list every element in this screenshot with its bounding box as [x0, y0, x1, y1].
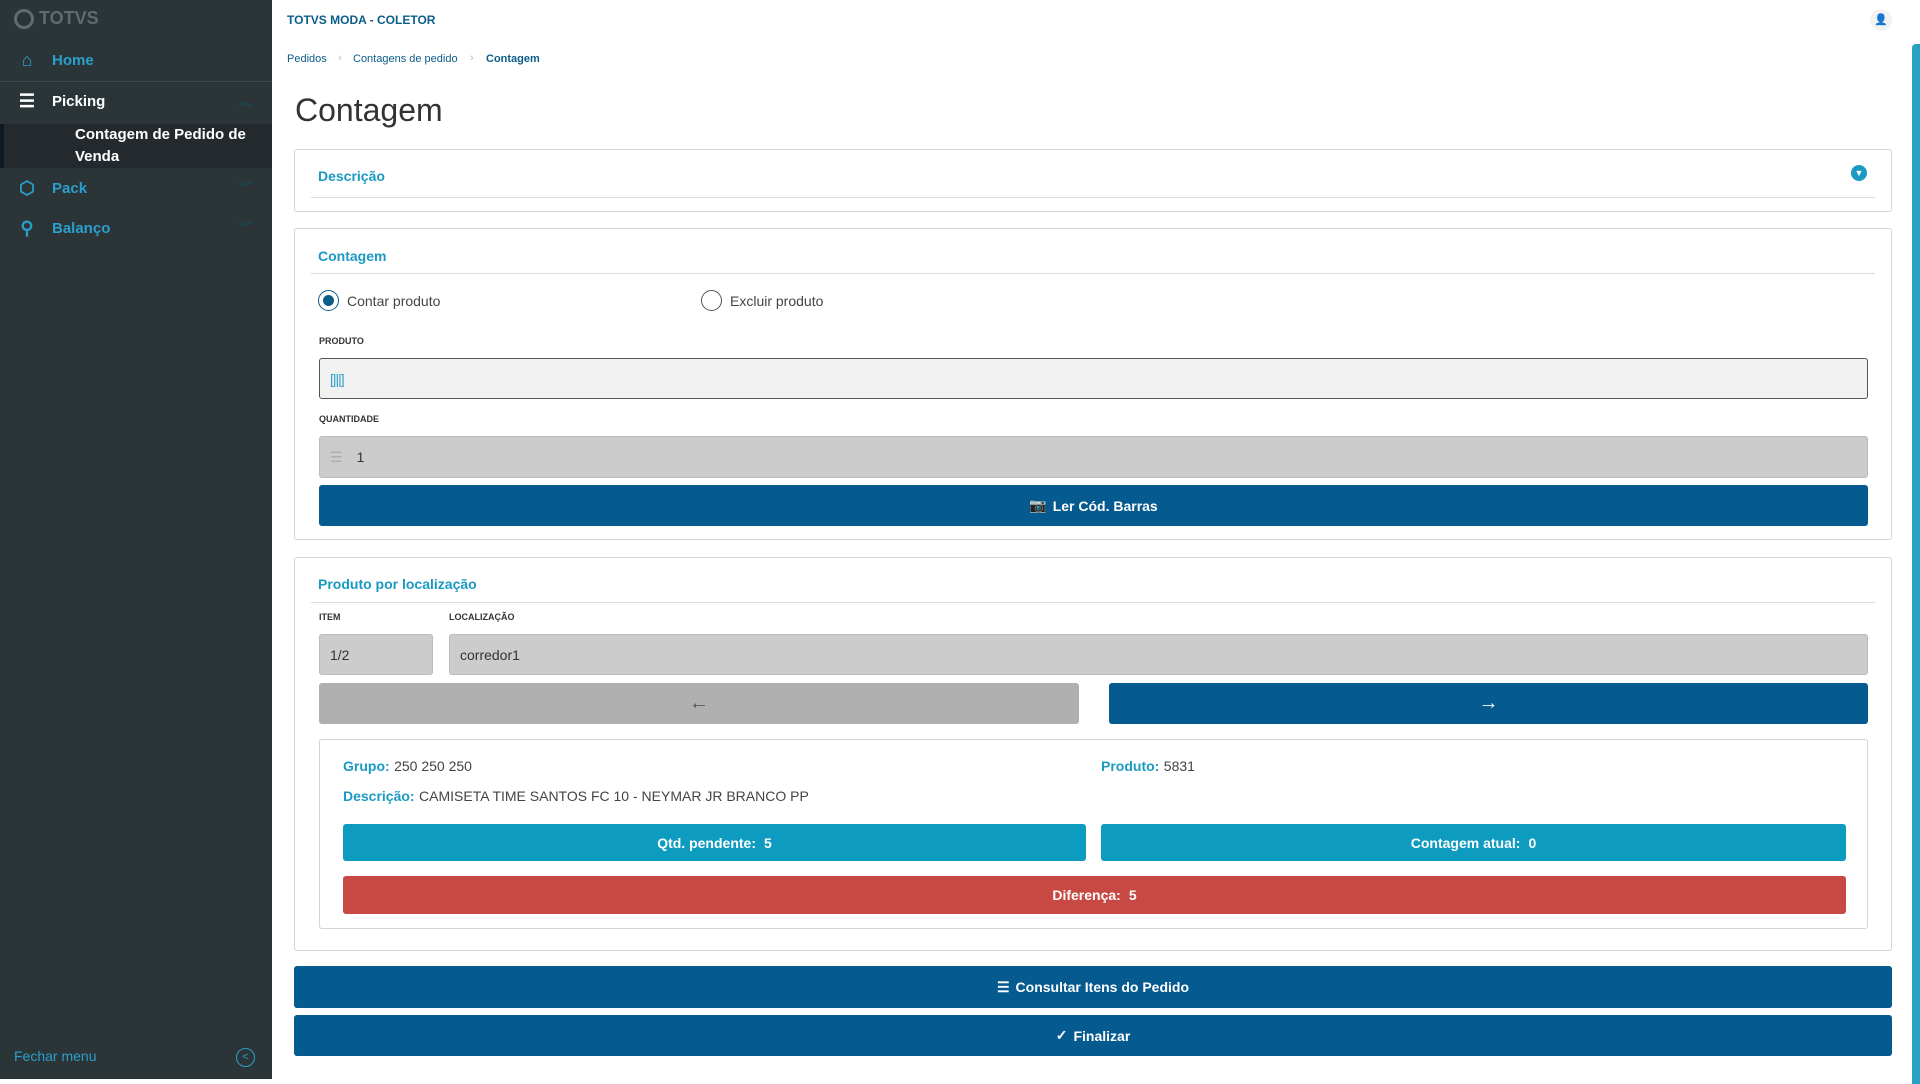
localizacao-input[interactable]: corredor1 [449, 634, 1868, 675]
stat-label: Qtd. pendente: [657, 834, 756, 851]
divider [311, 602, 1875, 603]
chevron-left-circle-icon[interactable]: < [236, 1048, 255, 1067]
chevron-up-icon: ︿ [238, 93, 252, 109]
sidebar-item-pack[interactable]: ⬡ Pack ﹀ [0, 168, 272, 208]
sidebar-subitem-contagem[interactable]: Contagem de Pedido de Venda [0, 124, 272, 168]
box-icon: ⬡ [19, 177, 35, 198]
card-title: Contagem [318, 248, 387, 264]
previous-button[interactable]: ← [319, 683, 1079, 724]
chevron-down-icon: ﹀ [238, 220, 252, 236]
totvs-logo: TOTVS [14, 8, 99, 29]
radio-label: Excluir produto [730, 292, 824, 309]
finalizar-button[interactable]: ✓ Finalizar [294, 1015, 1892, 1056]
radio-label: Contar produto [347, 292, 441, 309]
stat-value: 5 [763, 834, 772, 851]
stat-value: 0 [1528, 834, 1537, 851]
quantidade-value: 1 [356, 449, 365, 465]
barcode-icon: [|||] [330, 370, 345, 387]
quantidade-label: QUANTIDADE [319, 414, 379, 424]
item-input[interactable]: 1/2 [319, 634, 433, 675]
chevron-right-icon: › [338, 52, 342, 64]
sidebar-item-picking[interactable]: ☰ Picking ︿ [0, 81, 272, 121]
descricao-label: Descrição: [343, 788, 415, 804]
sidebar-item-home[interactable]: ⌂ Home [0, 40, 272, 80]
descricao-value: CAMISETA TIME SANTOS FC 10 - NEYMAR JR B… [419, 788, 809, 804]
product-detail-card: Grupo: 250 250 250 Produto: 5831 Descriç… [319, 739, 1868, 929]
breadcrumb-contagens[interactable]: Contagens de pedido [353, 53, 458, 65]
radio-excluir-produto[interactable]: Excluir produto [701, 290, 823, 311]
produto-field: Produto: 5831 [1101, 758, 1195, 776]
sidebar-item-label: Pack [52, 179, 88, 197]
descricao-card[interactable]: Descrição ▼ [294, 149, 1892, 212]
divider [0, 81, 272, 82]
radio-unchecked[interactable] [701, 290, 722, 311]
arrow-left-icon: ← [689, 692, 709, 714]
user-avatar-icon[interactable]: 👤 [1870, 9, 1892, 31]
next-button[interactable]: → [1109, 683, 1868, 724]
divider [311, 273, 1875, 274]
sidebar-item-label: Home [52, 51, 94, 69]
numbered-list-icon: ☰ [18, 90, 36, 111]
scrollbar[interactable] [1912, 44, 1920, 1084]
button-label: Consultar Itens do Pedido [1015, 979, 1190, 995]
card-title: Produto por localização [318, 576, 477, 592]
sidebar: TOTVS ⌂ Home ☰ Picking ︿ Contagem de Pedido… [0, 0, 272, 1079]
produto-label: PRODUTO [319, 336, 364, 346]
app-title: TOTVS MODA - COLETOR [287, 13, 436, 27]
check-icon: ✓ [1055, 1027, 1068, 1043]
breadcrumb-current: Contagem [486, 53, 540, 65]
radio-contar-produto[interactable]: Contar produto [318, 290, 440, 311]
arrow-right-icon: → [1478, 692, 1499, 714]
radio-checked[interactable] [318, 290, 339, 311]
sidebar-item-label: Picking [52, 92, 106, 110]
home-icon: ⌂ [21, 49, 33, 70]
produto-value: 5831 [1163, 758, 1195, 774]
camera-icon: 📷 [1029, 497, 1047, 513]
scan-barcode-button[interactable]: 📷 Ler Cód. Barras [319, 485, 1868, 526]
produto-input[interactable]: [|||] [319, 358, 1868, 399]
produto-localizacao-card: Produto por localização ITEM LOCALIZAÇÃO… [294, 557, 1892, 951]
grupo-label: Grupo: [343, 758, 390, 774]
stat-label: Contagem atual: [1410, 834, 1521, 851]
chevron-down-icon[interactable]: ▼ [1851, 165, 1867, 181]
list-search-icon: ☰ [996, 978, 1010, 995]
scale-icon: ⚲ [20, 217, 34, 238]
chevron-down-icon: ﹀ [238, 180, 252, 196]
divider [311, 197, 1875, 198]
chevron-right-icon: › [470, 52, 474, 64]
sidebar-item-label: Balanço [52, 219, 111, 237]
card-title: Descrição [318, 168, 385, 184]
localizacao-value: corredor1 [460, 646, 520, 663]
contagem-card: Contagem Contar produto Excluir produto … [294, 228, 1892, 540]
item-label: ITEM [319, 612, 341, 622]
item-value: 1/2 [330, 646, 350, 663]
logo-text: TOTVS [39, 8, 99, 28]
localizacao-label: LOCALIZAÇÃO [449, 612, 515, 622]
close-menu-link[interactable]: Fechar menu [14, 1048, 97, 1064]
grupo-field: Grupo: 250 250 250 [343, 758, 472, 776]
diferenca-badge: Diferença: 5 [343, 876, 1846, 914]
breadcrumb-pedidos[interactable]: Pedidos [287, 53, 327, 65]
numbered-list-icon: ☰ [330, 448, 343, 465]
sidebar-item-balanco[interactable]: ⚲ Balanço ﹀ [0, 208, 272, 248]
button-label: Finalizar [1073, 1027, 1131, 1044]
descricao-field: Descrição: CAMISETA TIME SANTOS FC 10 - … [343, 788, 809, 806]
button-label: Ler Cód. Barras [1052, 497, 1158, 514]
produto-label: Produto: [1101, 758, 1160, 774]
grupo-value: 250 250 250 [394, 758, 472, 774]
quantidade-input[interactable]: ☰ 1 [319, 436, 1868, 478]
consultar-itens-button[interactable]: ☰ Consultar Itens do Pedido [294, 966, 1892, 1008]
page-title: Contagem [295, 92, 443, 128]
qtd-pendente-badge: Qtd. pendente: 5 [343, 824, 1086, 861]
stat-label: Diferença: [1052, 887, 1121, 903]
stat-value: 5 [1128, 887, 1137, 903]
contagem-atual-badge: Contagem atual: 0 [1101, 824, 1846, 861]
